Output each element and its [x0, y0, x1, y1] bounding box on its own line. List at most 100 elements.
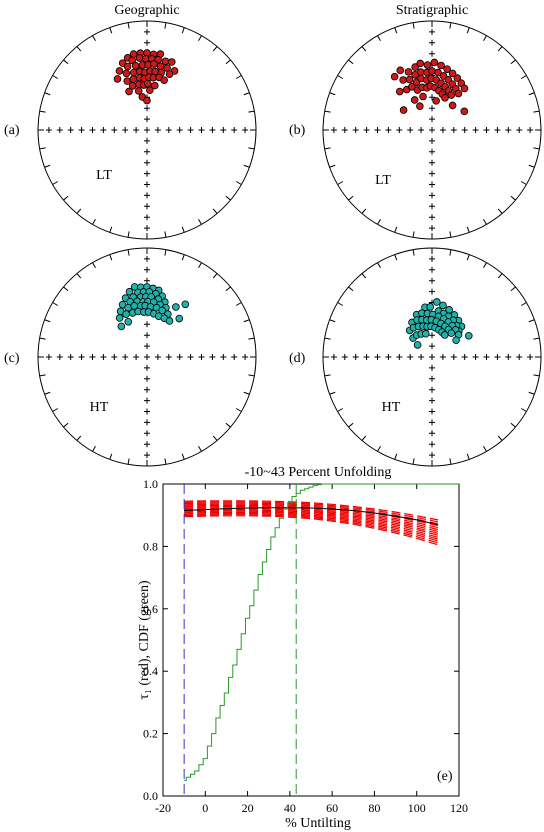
direction-point — [129, 68, 138, 77]
direction-point — [448, 69, 457, 78]
direction-point — [416, 59, 425, 68]
axis-cross-marker — [330, 127, 337, 133]
perimeter-tick — [329, 319, 336, 323]
axis-cross-marker — [89, 127, 96, 133]
axis-cross-marker — [429, 255, 435, 262]
perimeter-tick — [337, 181, 344, 185]
x-tick-label: 120 — [450, 801, 468, 815]
axis-cross-marker — [176, 354, 183, 360]
perimeter-tick — [324, 374, 331, 377]
tau1-bootstrap-curve — [184, 504, 439, 529]
axis-cross-marker — [483, 354, 490, 360]
perimeter-tick — [76, 273, 82, 279]
axis-cross-marker — [144, 214, 150, 221]
perimeter-tick — [412, 249, 415, 256]
axis-cross-marker — [187, 127, 194, 133]
axis-cross-marker — [363, 354, 370, 360]
direction-point — [460, 107, 469, 116]
axis-cross-marker — [396, 127, 403, 133]
axis-cross-marker — [418, 127, 425, 133]
axis-cross-marker — [144, 148, 150, 155]
perimeter-tick — [225, 422, 231, 428]
direction-point — [122, 69, 131, 78]
perimeter-tick — [164, 231, 167, 238]
axis-cross-marker — [144, 277, 150, 284]
axis-cross-marker — [220, 127, 227, 133]
perimeter-tick — [44, 319, 51, 323]
direction-point — [125, 287, 134, 296]
perimeter-tick — [337, 408, 344, 412]
direction-point — [128, 56, 137, 65]
axis-cross-marker — [144, 137, 150, 144]
direction-point — [416, 68, 425, 76]
perimeter-tick — [337, 302, 344, 306]
tau1-bootstrap-curve — [184, 503, 439, 527]
axis-cross-marker — [56, 354, 63, 360]
tau1-bootstrap-curve — [184, 501, 439, 523]
perimeter-tick — [497, 208, 503, 214]
perimeter-tick — [164, 249, 167, 256]
axis-cross-marker — [133, 127, 140, 133]
axis-cross-marker — [209, 354, 216, 360]
direction-point — [117, 322, 126, 331]
perimeter-tick — [510, 422, 516, 428]
direction-point — [416, 102, 424, 110]
perimeter-tick — [127, 22, 130, 29]
axis-cross-marker — [67, 127, 74, 133]
axis-cross-marker — [429, 386, 435, 393]
axis-cross-marker — [472, 127, 479, 133]
axis-cross-marker — [439, 127, 446, 133]
panel-tag-b: (b) — [289, 123, 306, 138]
axis-cross-marker — [144, 375, 150, 382]
axis-cross-marker — [450, 354, 457, 360]
axis-cross-marker — [429, 105, 435, 112]
axis-cross-marker — [429, 375, 435, 382]
x-tick-label: 60 — [326, 801, 338, 815]
axis-cross-marker — [516, 127, 523, 133]
axis-cross-marker — [330, 354, 337, 360]
perimeter-tick — [92, 445, 96, 452]
perimeter-tick — [44, 391, 51, 395]
perimeter-tick — [466, 453, 470, 460]
direction-point — [165, 317, 174, 325]
direction-point — [395, 87, 404, 96]
perimeter-tick — [198, 218, 202, 225]
axis-cross-marker — [429, 277, 435, 284]
direction-point — [411, 63, 419, 71]
axis-cross-marker — [429, 214, 435, 221]
perimeter-tick — [181, 453, 185, 460]
perimeter-tick — [248, 374, 255, 377]
perimeter-tick — [164, 22, 167, 29]
axis-cross-marker — [429, 266, 435, 273]
perimeter-tick — [225, 59, 231, 65]
direction-point — [144, 79, 152, 88]
axis-cross-marker — [352, 127, 359, 133]
stereonet-d — [322, 247, 542, 467]
axis-cross-marker — [429, 192, 435, 199]
axis-cross-marker — [100, 354, 107, 360]
perimeter-tick — [39, 147, 46, 150]
perimeter-tick — [181, 226, 185, 233]
direction-point — [464, 331, 473, 340]
perimeter-tick — [497, 435, 503, 441]
perimeter-tick — [377, 445, 381, 452]
direction-point — [413, 341, 422, 349]
axis-cross-marker — [429, 354, 435, 360]
axis-cross-marker — [429, 148, 435, 155]
axis-cross-marker — [429, 203, 435, 210]
perimeter-tick — [510, 286, 516, 292]
perimeter-tick — [76, 208, 82, 214]
direction-point — [430, 58, 439, 67]
axis-cross-marker — [483, 127, 490, 133]
perimeter-tick — [76, 435, 82, 441]
perimeter-tick — [377, 35, 381, 42]
axis-cross-marker — [100, 127, 107, 133]
direction-point — [115, 67, 124, 75]
perimeter-tick — [243, 391, 250, 395]
axis-cross-marker — [461, 354, 468, 360]
axis-cross-marker — [78, 354, 85, 360]
axis-cross-marker — [429, 127, 435, 133]
axis-cross-marker — [67, 354, 74, 360]
direction-point — [160, 76, 168, 84]
direction-point — [454, 89, 463, 98]
